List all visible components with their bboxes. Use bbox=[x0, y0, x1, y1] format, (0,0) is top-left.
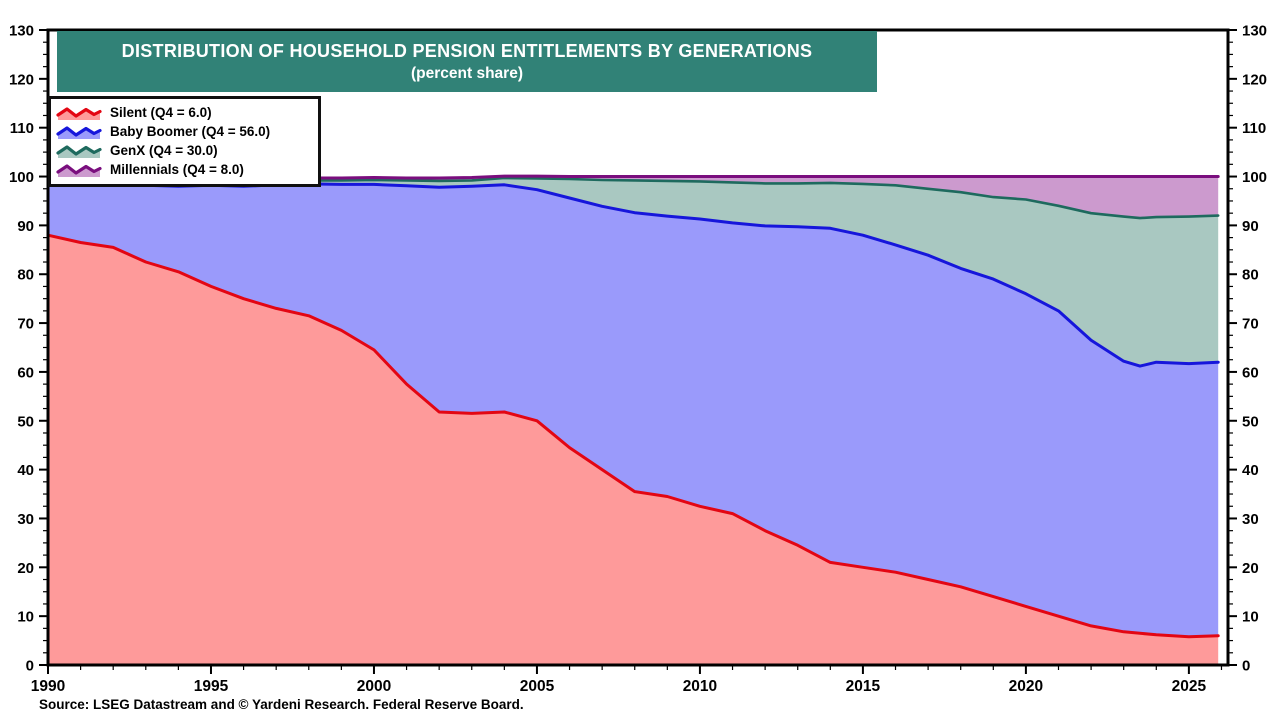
y-axis-label-right: 10 bbox=[1242, 609, 1259, 626]
legend-item-silent: Silent (Q4 = 6.0) bbox=[56, 103, 312, 122]
area-genx bbox=[48, 178, 1219, 367]
y-axis-label-right: 50 bbox=[1242, 413, 1259, 430]
legend-label-genx: GenX (Q4 = 30.0) bbox=[110, 142, 218, 158]
x-axis-label: 2005 bbox=[520, 678, 555, 695]
y-axis-label-right: 20 bbox=[1242, 560, 1259, 577]
x-axis-label: 1995 bbox=[194, 678, 229, 695]
legend-item-baby-boomer: Baby Boomer (Q4 = 56.0) bbox=[56, 122, 312, 141]
y-axis-label-right: 0 bbox=[1242, 658, 1250, 675]
y-axis-label-right: 70 bbox=[1242, 316, 1259, 333]
y-axis-label-right: 40 bbox=[1242, 462, 1259, 479]
x-axis-label: 2010 bbox=[683, 678, 717, 695]
y-axis-label-left: 30 bbox=[17, 511, 34, 528]
y-axis-label-left: 70 bbox=[17, 316, 34, 333]
y-axis-label-right: 120 bbox=[1242, 71, 1267, 88]
line-silent bbox=[46, 233, 1220, 639]
y-axis-label-left: 10 bbox=[17, 609, 34, 626]
title-banner: DISTRIBUTION OF HOUSEHOLD PENSION ENTITL… bbox=[57, 31, 877, 92]
y-axis-label-left: 120 bbox=[9, 71, 34, 88]
y-axis-label-right: 90 bbox=[1242, 218, 1259, 235]
x-axis-label: 2020 bbox=[1009, 678, 1043, 695]
y-axis-label-right: 100 bbox=[1242, 169, 1267, 186]
y-axis-label-right: 30 bbox=[1242, 511, 1259, 528]
x-axis-label: 2015 bbox=[846, 678, 881, 695]
legend-item-genx: GenX (Q4 = 30.0) bbox=[56, 141, 312, 160]
y-axis-label-right: 60 bbox=[1242, 364, 1259, 381]
x-axis-label: 2000 bbox=[357, 678, 391, 695]
chart-subtitle: (percent share) bbox=[411, 64, 523, 82]
legend-swatch-millennials-icon bbox=[56, 164, 102, 177]
legend-swatch-baby-boomer-icon bbox=[56, 126, 102, 139]
y-axis-label-left: 110 bbox=[10, 120, 34, 137]
area-silent bbox=[48, 235, 1219, 665]
y-axis-label-right: 130 bbox=[1242, 23, 1267, 40]
legend-label-silent: Silent (Q4 = 6.0) bbox=[110, 104, 212, 120]
area-millennials bbox=[48, 176, 1219, 219]
legend-swatch-genx-icon bbox=[56, 145, 102, 158]
y-axis-label-right: 80 bbox=[1242, 267, 1259, 284]
y-axis-label-left: 60 bbox=[17, 364, 34, 381]
x-axis-label: 1990 bbox=[31, 678, 65, 695]
y-axis-label-left: 0 bbox=[26, 658, 34, 675]
y-axis-label-right: 110 bbox=[1242, 120, 1266, 137]
legend-label-baby-boomer: Baby Boomer (Q4 = 56.0) bbox=[110, 123, 271, 139]
y-axis-label-left: 80 bbox=[17, 267, 34, 284]
x-axis-label: 2025 bbox=[1172, 678, 1207, 695]
chart-title: DISTRIBUTION OF HOUSEHOLD PENSION ENTITL… bbox=[121, 41, 813, 62]
area-baby-boomer bbox=[48, 181, 1219, 637]
y-axis-label-left: 40 bbox=[17, 462, 34, 479]
legend-swatch-silent-icon bbox=[56, 107, 102, 120]
y-axis-label-left: 90 bbox=[17, 218, 34, 235]
source-note: Source: LSEG Datastream and © Yardeni Re… bbox=[39, 697, 524, 712]
legend-box: Silent (Q4 = 6.0) Baby Boomer (Q4 = 56.0)… bbox=[48, 96, 321, 187]
legend-label-millennials: Millennials (Q4 = 8.0) bbox=[110, 161, 244, 177]
y-axis-label-left: 100 bbox=[9, 169, 34, 186]
legend-item-millennials: Millennials (Q4 = 8.0) bbox=[56, 160, 312, 179]
y-axis-label-left: 20 bbox=[17, 560, 34, 577]
y-axis-label-left: 50 bbox=[17, 413, 34, 430]
y-axis-label-left: 130 bbox=[9, 23, 34, 40]
